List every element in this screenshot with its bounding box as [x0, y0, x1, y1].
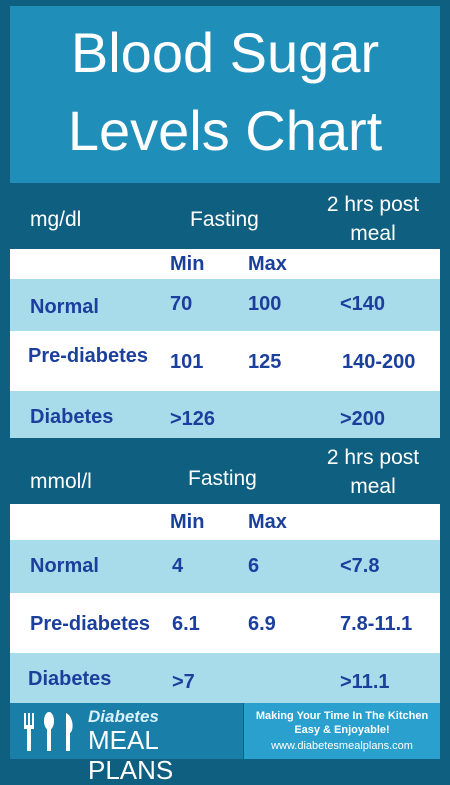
fasting-min: 101 [170, 351, 204, 373]
title-line-1: Blood Sugar [70, 21, 380, 84]
post-meal-value: >11.1 [340, 671, 390, 693]
website-url[interactable]: www.diabetesmealplans.com [271, 740, 413, 752]
post-meal-value: <140 [340, 293, 386, 315]
table-row: Normal 70 100 <140 [10, 279, 440, 331]
fasting-max: 125 [248, 351, 282, 373]
unit-header-mmol: mmol/l [30, 470, 92, 493]
unit-header-mgdl: mg/dl [30, 208, 82, 231]
row-label: Pre-diabetes [28, 345, 149, 367]
row-label: Diabetes [28, 668, 112, 690]
post-meal-value: 7.8-11.1 [340, 613, 413, 635]
row-label: Diabetes [30, 406, 114, 428]
row-label: Normal [30, 296, 99, 318]
minmax-row: Min Max [10, 504, 440, 540]
row-label: Pre-diabetes [30, 613, 151, 635]
post-meal-header-line-2: meal [350, 222, 396, 245]
fasting-header: Fasting [190, 208, 259, 231]
fasting-min: 70 [170, 293, 193, 315]
title-line-2: Levels Chart [67, 99, 383, 162]
utensils-icon [24, 712, 73, 751]
post-meal-header-line-1: 2 hrs post [326, 446, 420, 469]
table-row: Pre-diabetes 101 125 140-200 [10, 331, 440, 391]
brand-block: Diabetes MEAL PLANS [10, 703, 243, 785]
post-meal-value: >200 [340, 408, 386, 430]
fasting-min: >126 [170, 408, 216, 430]
fasting-header: Fasting [188, 467, 257, 490]
post-meal-value: <7.8 [340, 555, 380, 577]
post-meal-value: 140-200 [342, 351, 416, 373]
footer-banner: Diabetes MEAL PLANS Making Your Time In … [10, 703, 440, 785]
max-label: Max [248, 511, 287, 533]
chart-poster: Blood Sugar Levels Chart mg/dl Fasting 2… [10, 6, 440, 785]
fasting-max: 6.9 [248, 613, 276, 635]
row-label: Normal [30, 555, 99, 577]
post-meal-header-line-2: meal [350, 475, 396, 498]
table-row: Pre-diabetes 6.1 6.9 7.8-11.1 [10, 593, 440, 653]
tagline-block: Making Your Time In The Kitchen Easy & E… [244, 703, 440, 759]
tagline-1: Making Your Time In The Kitchen [255, 710, 429, 722]
tagline-2: Easy & Enjoyable! [294, 724, 390, 736]
min-label: Min [170, 253, 205, 275]
fasting-min: >7 [172, 671, 195, 693]
table-row: Diabetes >7 >11.1 [10, 653, 440, 703]
fasting-min: 6.1 [172, 613, 200, 635]
title-banner: Blood Sugar Levels Chart [10, 6, 440, 183]
minmax-row: Min Max [10, 249, 440, 279]
fasting-max: 6 [248, 555, 260, 577]
table-row: Normal 4 6 <7.8 [10, 540, 440, 593]
fasting-min: 4 [172, 555, 184, 577]
table-row: Diabetes >126 >200 [10, 391, 440, 438]
brand-line-1: Diabetes [88, 707, 159, 726]
brand-line-2: MEAL PLANS [88, 725, 174, 785]
post-meal-header-line-1: 2 hrs post [326, 193, 420, 216]
max-label: Max [248, 253, 287, 275]
fasting-max: 100 [248, 293, 282, 315]
min-label: Min [170, 511, 205, 533]
